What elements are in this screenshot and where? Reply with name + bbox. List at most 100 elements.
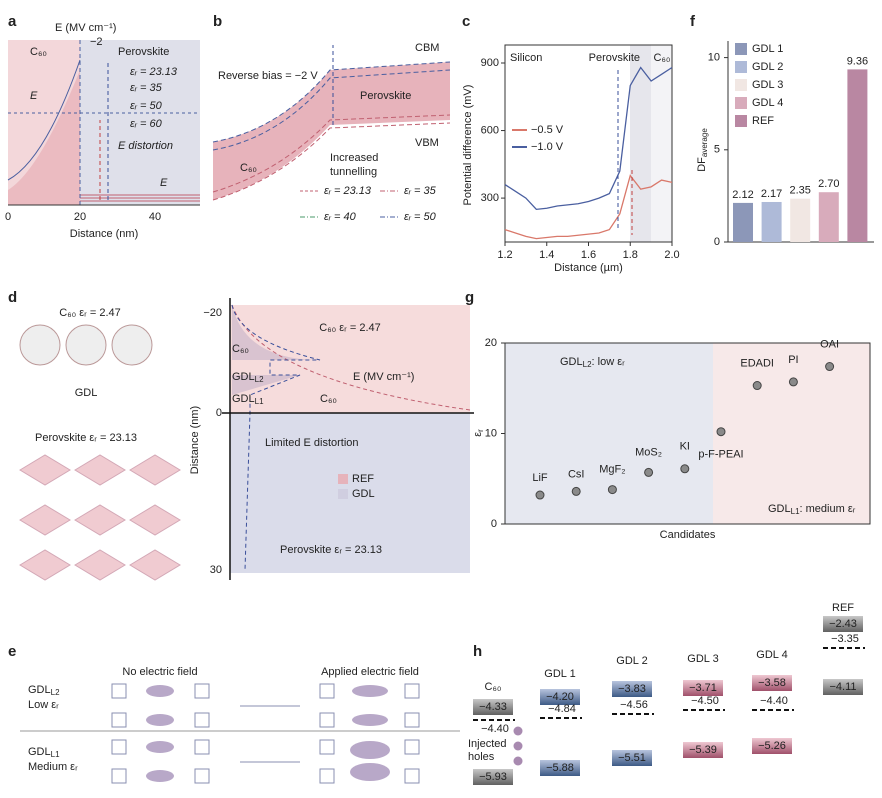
value-label: 2.12 [732,189,753,201]
annotation-sub: L2 [583,360,592,369]
label: E distortion [118,140,173,152]
box [404,768,420,784]
hole [513,741,523,751]
label: Perovskite [118,46,169,58]
y-tick-label: 600 [481,124,499,136]
box [194,683,210,699]
dipole [146,685,174,697]
column-name: C₆₀ [485,681,502,693]
level-label: −3.35 [831,633,859,645]
legend-label: εᵣ = 50 [130,100,163,112]
label: Applied electric field [321,666,419,678]
bar [818,192,839,242]
dipole [146,741,174,753]
panel-label: h [473,643,482,660]
level-label: −4.40 [760,695,788,707]
title-main: DF [696,157,708,172]
y-tick-label: 0 [714,236,720,248]
level-label: −5.39 [689,744,717,756]
x-tick-label: 40 [149,211,161,223]
box [319,712,335,728]
series-line [504,66,673,211]
level-label: −5.93 [479,771,507,783]
annotation: C₆₀ [654,52,671,64]
panel-label: b [213,13,222,30]
box [194,768,210,784]
label-sub: L1 [255,397,264,406]
label: tunnelling [330,166,377,178]
label: GDLL1 [28,746,60,759]
y-tick-label: 5 [714,144,720,156]
value-label: 9.36 [847,55,868,67]
panel-c: 1.2 1.4 1.6 1.8 2.0 300 600 900 Distance (µm) Pot… [462,44,680,274]
label: C₆₀ εᵣ = 2.47 [319,322,381,334]
dipole [350,741,390,759]
level-label: −5.26 [758,740,786,752]
annotation: holes [468,751,495,763]
annotation-rest: : low εᵣ [592,356,626,368]
label-sub: L2 [255,375,264,384]
c60-region [651,45,672,242]
panel-label: f [690,13,696,30]
label-main: GDL [232,371,255,383]
panel-label: e [8,643,16,660]
label: C₆₀ [232,343,249,355]
y-tick-label: 0 [491,518,497,530]
homo-level [540,760,580,776]
label: Reverse bias = −2 V [218,70,318,82]
legend-label: −1.0 V [531,141,564,153]
panel-b: Reverse bias = −2 V CBM Perovskite VBM C… [212,42,451,223]
homo-level [683,742,723,758]
level-label: −4.40 [481,723,509,735]
point [825,362,835,372]
box [404,712,420,728]
title-main: ε [472,432,484,437]
column-name: GDL 4 [756,649,787,661]
x-tick-label: 1.4 [539,249,554,261]
legend-label: εᵣ = 35 [130,82,163,94]
legend-label: εᵣ = 50 [404,211,437,223]
medium-region [713,343,870,524]
panel-labels: a b c d e f g h [8,13,696,660]
homo-level [752,738,792,754]
point [716,427,726,437]
panel-label: g [465,289,474,306]
arrow [240,705,300,763]
panel-a: E (MV cm⁻¹) −2 C₆₀ Perovskite εᵣ = 23.13… [5,22,200,240]
value-label: 2.35 [789,185,810,197]
lumo-level [540,689,580,705]
label: C₆₀ [30,46,47,58]
bar [790,198,811,242]
label: GDLL2 [232,371,264,384]
legend-swatch [735,79,747,91]
field-area [8,70,80,205]
point-label: MoS₂ [635,446,662,458]
panel-h: C₆₀ −4.33 −4.40 −5.93 GDL 1 −4.20−4.84 −5.88 GD… [468,602,865,785]
legend-label: GDL 4 [752,97,783,109]
dipole [352,685,388,697]
dipole [146,714,174,726]
label-main: GDL [28,746,51,758]
annotation: GDLL2: low εᵣ [560,356,625,369]
annotation: Silicon [510,52,542,64]
x-axis-title: Distance (µm) [554,262,623,274]
y-axis-title: Distance (nm) [189,406,201,474]
box [404,739,420,755]
panel-e: GDLL2 Low εᵣ GDLL1 Medium εᵣ No electric… [20,666,460,784]
hole [513,726,523,736]
axis-title: εr [472,429,485,437]
label-main: GDL [28,684,51,696]
bar [761,201,782,242]
level-label: −5.51 [618,752,646,764]
y-tick-label: 0 [216,407,222,419]
legend-label: REF [752,115,774,127]
box [194,712,210,728]
point [752,381,762,391]
annotation-rest: : medium εᵣ [800,503,856,515]
dipole [350,763,390,781]
legend-label: εᵣ = 23.13 [324,185,372,197]
level-label: −3.71 [689,682,717,694]
label: GDLL2 [28,684,60,697]
